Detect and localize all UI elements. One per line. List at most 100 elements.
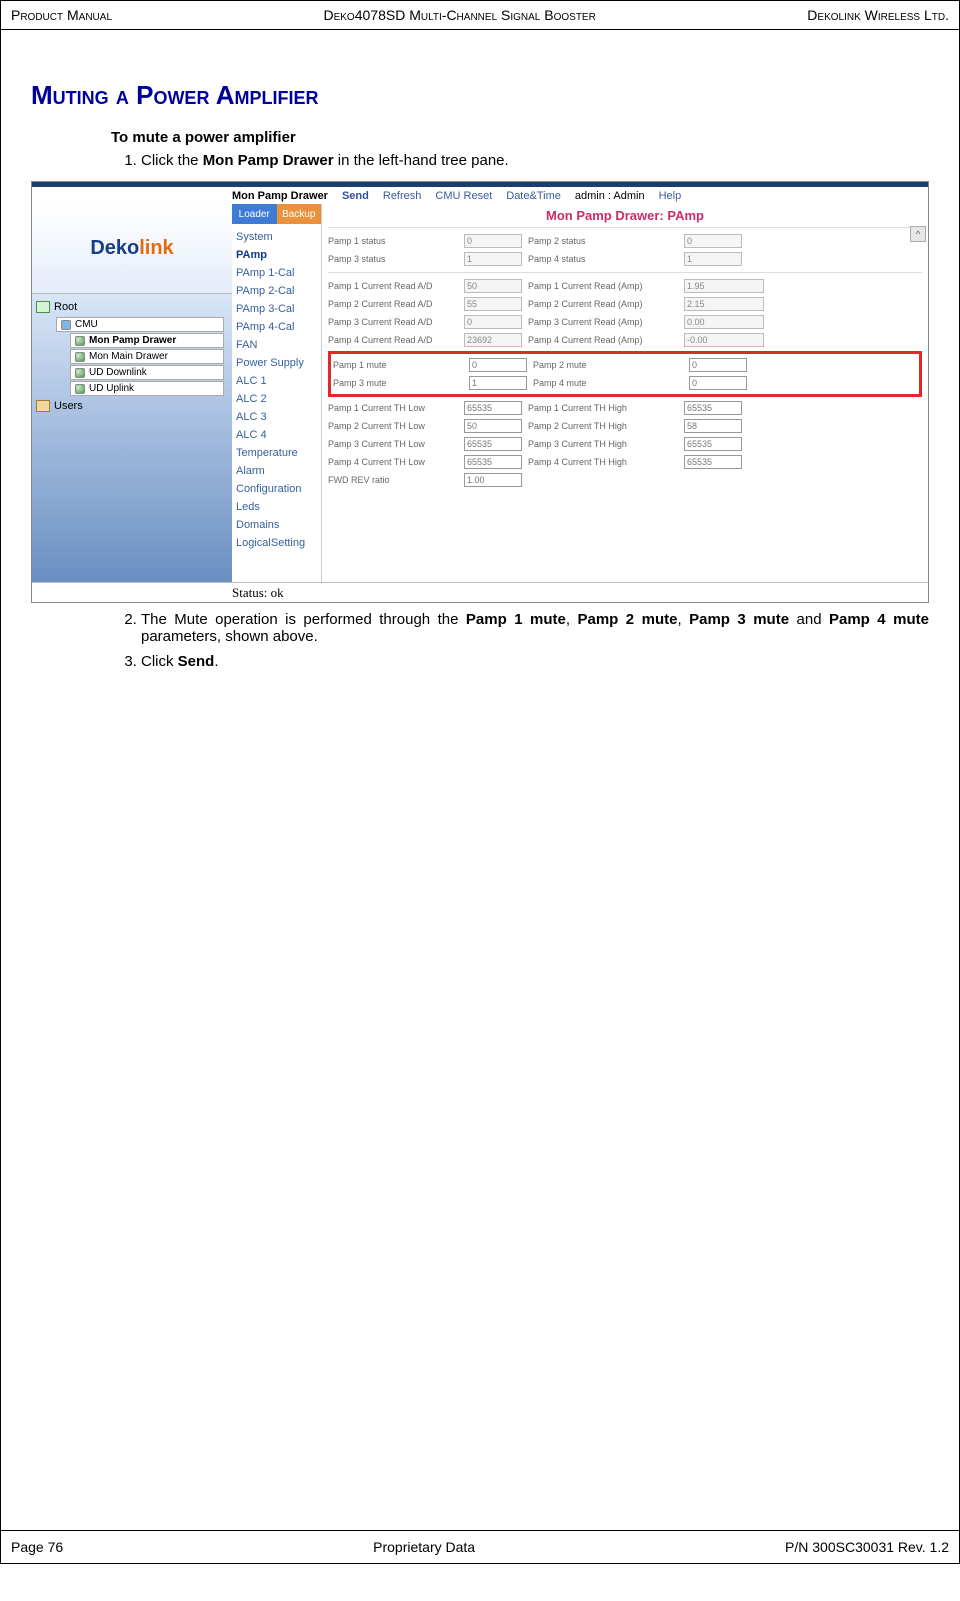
step2-post: parameters, shown above. bbox=[141, 628, 318, 645]
tab-backup[interactable]: Backup bbox=[277, 204, 322, 224]
nav-power[interactable]: Power Supply bbox=[236, 354, 317, 372]
pamp4-th-high[interactable] bbox=[684, 455, 742, 469]
status-row: Pamp 1 status Pamp 2 status bbox=[328, 232, 922, 250]
threshold-grid: Pamp 1 Current TH Low Pamp 1 Current TH … bbox=[328, 399, 922, 489]
nav-pamp4cal[interactable]: PAmp 4-Cal bbox=[236, 318, 317, 336]
pamp4-mute[interactable] bbox=[689, 376, 747, 390]
nav-alc1[interactable]: ALC 1 bbox=[236, 372, 317, 390]
menu-cmu-reset[interactable]: CMU Reset bbox=[435, 190, 492, 202]
nav-pamp1cal[interactable]: PAmp 1-Cal bbox=[236, 264, 317, 282]
pamp2-th-high[interactable] bbox=[684, 419, 742, 433]
tree-mon-pamp[interactable]: Mon Pamp Drawer bbox=[70, 333, 224, 348]
pamp3-amp bbox=[684, 315, 764, 329]
main-panel: ^ Mon Pamp Drawer: PAmp Pamp 1 status Pa… bbox=[322, 204, 928, 582]
menu-admin: admin : Admin bbox=[575, 190, 645, 202]
step2-m2: , bbox=[677, 611, 689, 628]
nav-alc4[interactable]: ALC 4 bbox=[236, 426, 317, 444]
pamp4-th-low[interactable] bbox=[464, 455, 522, 469]
status-row: Pamp 3 status Pamp 4 status bbox=[328, 250, 922, 268]
th-row: Pamp 4 Current TH Low Pamp 4 Current TH … bbox=[328, 453, 922, 471]
field-label: Pamp 1 status bbox=[328, 236, 458, 246]
pamp1-th-high[interactable] bbox=[684, 401, 742, 415]
tab-row: Loader Backup bbox=[232, 204, 321, 224]
tree-root[interactable]: Root bbox=[32, 298, 232, 316]
step-2: The Mute operation is performed through … bbox=[141, 611, 929, 645]
divider bbox=[328, 272, 922, 273]
field-label: Pamp 2 Current Read A/D bbox=[328, 299, 458, 309]
field-label: Pamp 4 mute bbox=[533, 378, 683, 388]
field-label: Pamp 1 Current Read (Amp) bbox=[528, 281, 678, 291]
nav-temp[interactable]: Temperature bbox=[236, 444, 317, 462]
field-label: Pamp 4 Current TH Low bbox=[328, 457, 458, 467]
step3-pre: Click bbox=[141, 653, 178, 670]
mid-panel: Loader Backup System PAmp PAmp 1-Cal PAm… bbox=[232, 204, 322, 582]
step2-b3: Pamp 3 mute bbox=[689, 611, 789, 628]
nav-fan[interactable]: FAN bbox=[236, 336, 317, 354]
step2-m3: and bbox=[789, 611, 829, 628]
nav-alc2[interactable]: ALC 2 bbox=[236, 390, 317, 408]
pamp3-th-high[interactable] bbox=[684, 437, 742, 451]
menu-send[interactable]: Send bbox=[342, 190, 369, 202]
nav-alarm[interactable]: Alarm bbox=[236, 462, 317, 480]
tree-users[interactable]: Users bbox=[32, 397, 232, 415]
nav-domains[interactable]: Domains bbox=[236, 516, 317, 534]
tree-users-label: Users bbox=[54, 400, 83, 412]
pamp2-mute[interactable] bbox=[689, 358, 747, 372]
tree-cmu[interactable]: CMU bbox=[56, 317, 224, 332]
nav-pamp2cal[interactable]: PAmp 2-Cal bbox=[236, 282, 317, 300]
current-row: Pamp 1 Current Read A/D Pamp 1 Current R… bbox=[328, 277, 922, 295]
current-row: Pamp 4 Current Read A/D Pamp 4 Current R… bbox=[328, 331, 922, 349]
app-body: Dekolink Root CMU Mon Pamp Drawer Mon Ma… bbox=[32, 204, 928, 582]
header-left: Product Manual bbox=[11, 7, 112, 23]
pamp3-th-low[interactable] bbox=[464, 437, 522, 451]
tree-ud-uplink[interactable]: UD Uplink bbox=[70, 381, 224, 396]
node-icon bbox=[75, 352, 85, 362]
nav-system[interactable]: System bbox=[236, 228, 317, 246]
fwd-rev-ratio[interactable] bbox=[464, 473, 522, 487]
pamp1-status bbox=[464, 234, 522, 248]
field-label: Pamp 3 Current TH Low bbox=[328, 439, 458, 449]
pamp1-th-low[interactable] bbox=[464, 401, 522, 415]
field-label: Pamp 3 mute bbox=[333, 378, 463, 388]
status-grid: Pamp 1 status Pamp 2 status Pamp 3 statu… bbox=[328, 227, 922, 268]
nav-logical[interactable]: LogicalSetting bbox=[236, 534, 317, 552]
current-row: Pamp 2 Current Read A/D Pamp 2 Current R… bbox=[328, 295, 922, 313]
tab-loader[interactable]: Loader bbox=[232, 204, 277, 224]
step1-suf: in the left-hand tree pane. bbox=[334, 152, 509, 169]
menu-date-time[interactable]: Date&Time bbox=[506, 190, 561, 202]
left-panel: Dekolink Root CMU Mon Pamp Drawer Mon Ma… bbox=[32, 204, 232, 582]
tree-ud-downlink[interactable]: UD Downlink bbox=[70, 365, 224, 380]
nav-leds[interactable]: Leds bbox=[236, 498, 317, 516]
field-label: Pamp 3 Current Read (Amp) bbox=[528, 317, 678, 327]
field-label: Pamp 3 Current Read A/D bbox=[328, 317, 458, 327]
field-label: Pamp 1 Current Read A/D bbox=[328, 281, 458, 291]
step2-pre: The Mute operation is performed through … bbox=[141, 611, 466, 628]
section-title: Muting a Power Amplifier bbox=[31, 80, 929, 111]
menu-help[interactable]: Help bbox=[659, 190, 682, 202]
status-text: Status: ok bbox=[232, 585, 284, 601]
mute-row: Pamp 3 mute Pamp 4 mute bbox=[333, 374, 917, 392]
nav-pamp[interactable]: PAmp bbox=[236, 246, 317, 264]
menu-refresh[interactable]: Refresh bbox=[383, 190, 422, 202]
nav-pamp3cal[interactable]: PAmp 3-Cal bbox=[236, 300, 317, 318]
field-label: Pamp 2 Current Read (Amp) bbox=[528, 299, 678, 309]
scroll-up-icon[interactable]: ^ bbox=[910, 226, 926, 242]
step2-b2: Pamp 2 mute bbox=[578, 611, 678, 628]
logo-area: Dekolink bbox=[32, 204, 232, 294]
field-label: Pamp 4 Current TH High bbox=[528, 457, 678, 467]
tree-panel: Root CMU Mon Pamp Drawer Mon Main Drawer… bbox=[32, 294, 232, 582]
tree-mon-main-label: Mon Main Drawer bbox=[89, 351, 168, 362]
tree-mon-main[interactable]: Mon Main Drawer bbox=[70, 349, 224, 364]
pamp3-mute[interactable] bbox=[469, 376, 527, 390]
step3-post: . bbox=[214, 653, 218, 670]
sub-heading: To mute a power amplifier bbox=[111, 129, 929, 146]
steps-after: The Mute operation is performed through … bbox=[141, 611, 929, 670]
mute-row: Pamp 1 mute Pamp 2 mute bbox=[333, 356, 917, 374]
field-label: Pamp 3 Current TH High bbox=[528, 439, 678, 449]
pamp1-mute[interactable] bbox=[469, 358, 527, 372]
nav-config[interactable]: Configuration bbox=[236, 480, 317, 498]
step-1: Click the Mon Pamp Drawer in the left-ha… bbox=[141, 152, 929, 169]
pamp2-th-low[interactable] bbox=[464, 419, 522, 433]
field-label: FWD REV ratio bbox=[328, 475, 458, 485]
nav-alc3[interactable]: ALC 3 bbox=[236, 408, 317, 426]
